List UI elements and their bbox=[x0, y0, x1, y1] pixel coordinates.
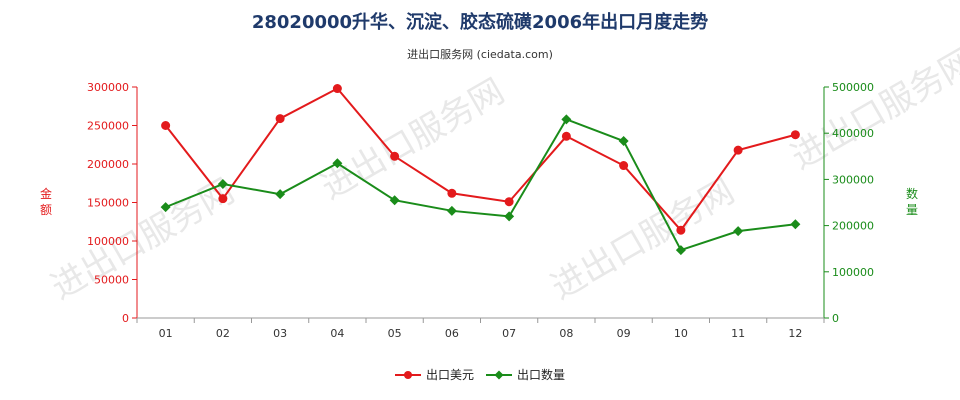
series-point-1 bbox=[446, 205, 457, 216]
series-point-1 bbox=[618, 136, 629, 147]
chart-subtitle: 进出口服务网 (ciedata.com) bbox=[407, 48, 553, 61]
series-point-1 bbox=[332, 158, 343, 169]
x-tick-label: 12 bbox=[788, 327, 802, 340]
y-right-tick-label: 100000 bbox=[832, 266, 874, 279]
series-point-0 bbox=[390, 151, 400, 161]
y-left-tick-label: 300000 bbox=[87, 81, 129, 94]
watermark-text: 进出口服务网 bbox=[315, 71, 512, 208]
y-left-tick-label: 50000 bbox=[94, 274, 129, 287]
legend-marker-1 bbox=[494, 370, 504, 380]
series-line-1 bbox=[165, 118, 796, 252]
series-point-1 bbox=[389, 195, 400, 206]
series-point-0 bbox=[504, 197, 514, 207]
series-point-1 bbox=[675, 245, 686, 256]
series-point-0 bbox=[447, 188, 457, 198]
y-right-tick-label: 500000 bbox=[832, 81, 874, 94]
series-line-0 bbox=[164, 87, 796, 232]
series-point-1 bbox=[275, 189, 286, 200]
y-left-tick-label: 250000 bbox=[87, 120, 129, 133]
x-tick-label: 08 bbox=[559, 327, 573, 340]
series-point-1 bbox=[561, 114, 572, 125]
y-right-tick-label: 300000 bbox=[832, 173, 874, 186]
series-point-1 bbox=[217, 179, 228, 190]
series-point-0 bbox=[275, 114, 285, 124]
series-point-1 bbox=[160, 202, 171, 213]
legend-label-0: 出口美元 bbox=[426, 368, 474, 382]
x-tick-label: 10 bbox=[674, 327, 688, 340]
y-left-tick-label: 150000 bbox=[87, 197, 129, 210]
y-right-axis-title: 数量 bbox=[906, 186, 918, 217]
x-tick-label: 03 bbox=[273, 327, 287, 340]
series-point-1 bbox=[733, 226, 744, 237]
x-tick-label: 11 bbox=[731, 327, 745, 340]
y-right-tick-label: 0 bbox=[832, 312, 839, 325]
chart-title: 28020000升华、沉淀、胶态硫磺2006年出口月度走势 bbox=[251, 12, 709, 33]
series-point-0 bbox=[161, 121, 171, 130]
series-point-0 bbox=[218, 194, 228, 204]
watermark-text: 进出口服务网 bbox=[785, 41, 960, 178]
x-tick-label: 06 bbox=[445, 327, 459, 340]
y-left-tick-label: 0 bbox=[122, 312, 129, 325]
x-tick-label: 09 bbox=[617, 327, 631, 340]
series-point-0 bbox=[790, 130, 800, 140]
watermark-text: 进出口服务网 bbox=[45, 171, 242, 308]
series-point-0 bbox=[676, 225, 686, 235]
x-tick-label: 02 bbox=[216, 327, 230, 340]
series-point-1 bbox=[504, 211, 515, 222]
x-tick-label: 01 bbox=[159, 327, 173, 340]
series-point-0 bbox=[561, 131, 571, 141]
series-point-1 bbox=[790, 219, 801, 230]
x-tick-label: 04 bbox=[330, 327, 344, 340]
x-tick-label: 07 bbox=[502, 327, 516, 340]
x-tick-label: 05 bbox=[388, 327, 402, 340]
y-left-tick-label: 100000 bbox=[87, 235, 129, 248]
y-left-tick-label: 200000 bbox=[87, 158, 129, 171]
legend-label-1: 出口数量 bbox=[517, 367, 565, 382]
y-left-axis-title: 金额 bbox=[40, 186, 52, 217]
legend-marker-0 bbox=[404, 371, 412, 379]
y-right-tick-label: 400000 bbox=[832, 127, 874, 140]
series-point-0 bbox=[332, 84, 342, 94]
y-right-tick-label: 200000 bbox=[832, 220, 874, 233]
series-point-0 bbox=[733, 145, 743, 155]
series-point-0 bbox=[619, 161, 629, 171]
